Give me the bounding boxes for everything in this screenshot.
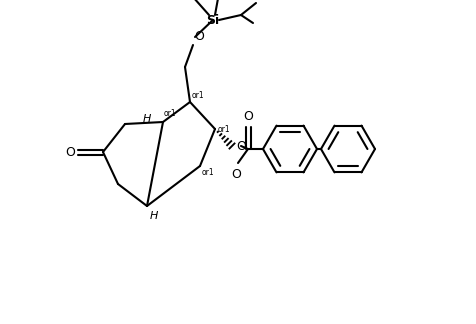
Text: H: H [150,211,159,221]
Text: O: O [194,30,204,43]
Text: or1: or1 [202,168,215,177]
Text: Si: Si [207,14,219,27]
Text: O: O [236,140,246,153]
Text: H: H [143,114,151,124]
Text: or1: or1 [164,109,177,118]
Text: O: O [243,110,253,123]
Text: O: O [231,168,241,181]
Text: or1: or1 [218,124,231,133]
Text: or1: or1 [192,91,205,100]
Text: O: O [65,145,75,158]
